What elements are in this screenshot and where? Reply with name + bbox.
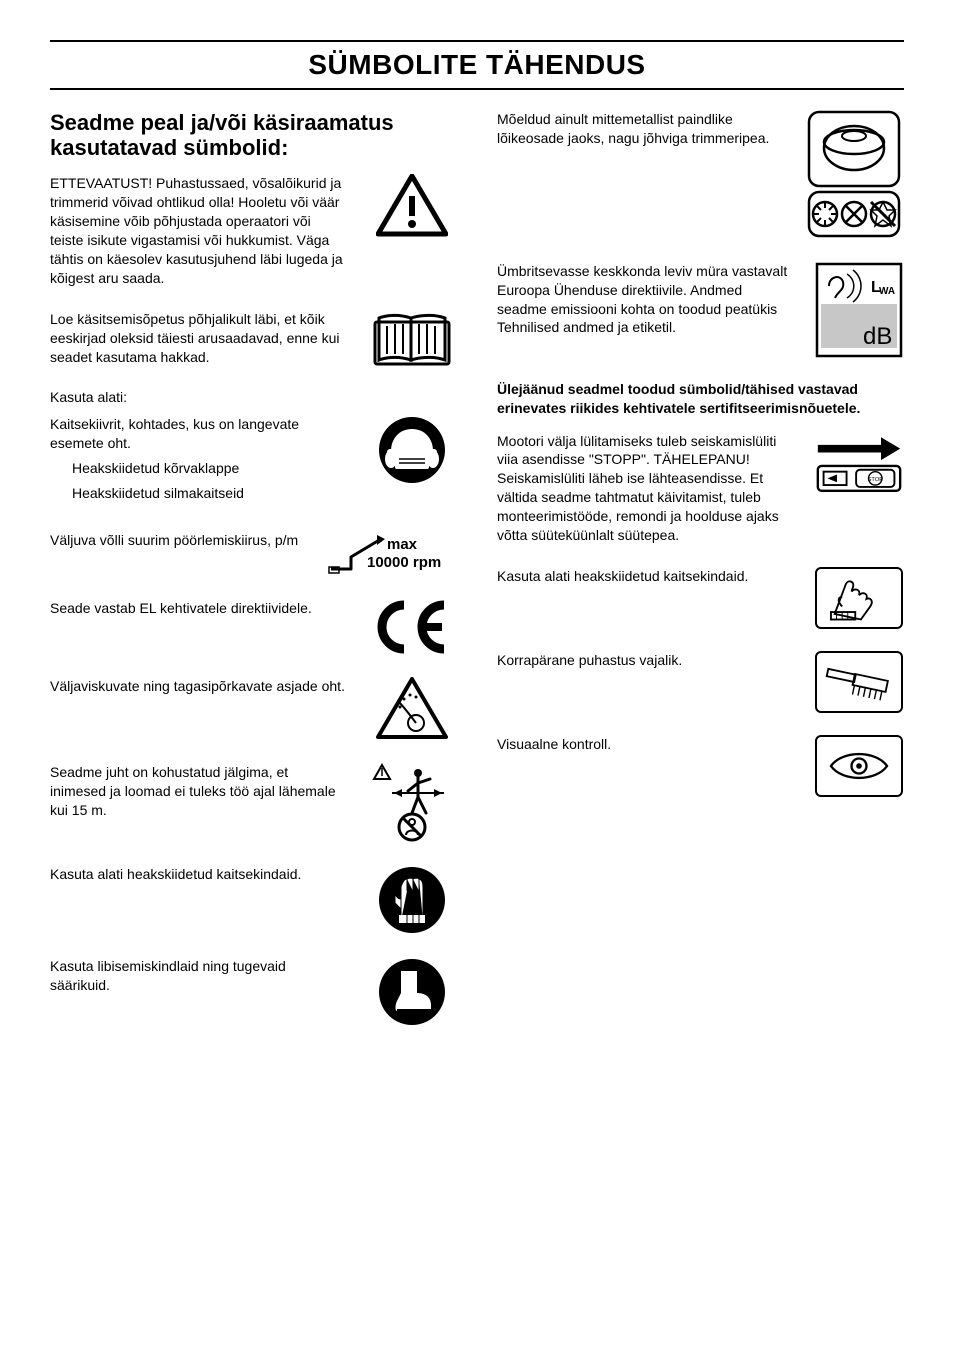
- item-ce: Seade vastab EL kehtivatele direktiivide…: [50, 599, 457, 655]
- always-use-header: Kasuta alati:: [50, 388, 457, 407]
- item-thrown-objects: Väljaviskuvate ning tagasipõrkavate asja…: [50, 677, 457, 741]
- right-column: Mõeldud ainult mittemetallist paindlike …: [497, 110, 904, 1049]
- item-stop-switch: Mootori välja lülitamiseks tuleb seiskam…: [497, 432, 904, 545]
- helmet-text: Kaitsekiivrit, kohtades, kus on langevat…: [50, 415, 347, 453]
- open-book-icon: [367, 310, 457, 366]
- brush-icon: [814, 651, 904, 713]
- left-column: Seadme peal ja/või käsiraamatus kasutata…: [50, 110, 457, 1049]
- gloves-right-text: Kasuta alati heakskiidetud kaitsekindaid…: [497, 567, 794, 586]
- distance-text: Seadme juht on kohustatud jälgima, et in…: [50, 763, 347, 820]
- item-cleaning: Korrapärane puhastus vajalik.: [497, 651, 904, 713]
- page-title: SÜMBOLITE TÄHENDUS: [50, 46, 904, 84]
- boots-text: Kasuta libisemiskindlaid ning tugevaid s…: [50, 957, 347, 995]
- item-helmet: Kaitsekiivrit, kohtades, kus on langevat…: [50, 415, 457, 509]
- ce-mark-icon: [367, 599, 457, 655]
- eye-protection-text: Heakskiidetud silmakaitseid: [50, 484, 347, 503]
- noise-db-icon: L WA dB: [814, 262, 904, 358]
- trimmer-head-icon: [804, 110, 904, 240]
- item-warning: ETTEVAATUST! Puhastussaed, võsalõikurid …: [50, 174, 457, 287]
- bottom-rule: [50, 88, 904, 90]
- gloves-icon: [367, 865, 457, 935]
- rpm-icon: max 10000 rpm: [327, 531, 457, 577]
- rpm-max-label: max: [387, 536, 418, 553]
- item-rpm: Väljuva võlli suurim pöörlemiskiirus, p/…: [50, 531, 457, 577]
- rpm-value-label: 10000 rpm: [367, 554, 441, 571]
- gloves-text: Kasuta alati heakskiidetud kaitsekindaid…: [50, 865, 347, 884]
- subheading: Seadme peal ja/või käsiraamatus kasutata…: [50, 110, 457, 161]
- warning-text: ETTEVAATUST! Puhastussaed, võsalõikurid …: [50, 174, 347, 287]
- cleaning-text: Korrapärane puhastus vajalik.: [497, 651, 794, 670]
- rpm-text: Väljuva võlli suurim pöörlemiskiirus, p/…: [50, 531, 307, 550]
- item-gloves: Kasuta alati heakskiidetud kaitsekindaid…: [50, 865, 457, 935]
- boots-icon: [367, 957, 457, 1027]
- eye-icon: [814, 735, 904, 797]
- warning-triangle-icon: [367, 174, 457, 238]
- item-boots: Kasuta libisemiskindlaid ning tugevaid s…: [50, 957, 457, 1027]
- ear-protection-text: Heakskiidetud kõrvaklappe: [50, 459, 347, 478]
- visual-check-text: Visuaalne kontroll.: [497, 735, 794, 754]
- read-manual-text: Loe käsitsemisõpetus põhjalikult läbi, e…: [50, 310, 347, 367]
- noise-text: Ümbritsevasse keskkonda leviv müra vasta…: [497, 262, 794, 338]
- item-noise: Ümbritsevasse keskkonda leviv müra vasta…: [497, 262, 904, 358]
- svg-text:WA: WA: [879, 286, 895, 297]
- svg-text:STOP: STOP: [868, 477, 884, 483]
- item-gloves-right: Kasuta alati heakskiidetud kaitsekindaid…: [497, 567, 904, 629]
- thrown-objects-text: Väljaviskuvate ning tagasipõrkavate asja…: [50, 677, 347, 696]
- trimmer-head-text: Mõeldud ainult mittemetallist paindlike …: [497, 110, 784, 148]
- ce-text: Seade vastab EL kehtivatele direktiivide…: [50, 599, 347, 618]
- content-columns: Seadme peal ja/või käsiraamatus kasutata…: [50, 110, 904, 1049]
- cert-note: Ülejäänud seadmel toodud sümbolid/tähise…: [497, 380, 904, 418]
- svg-text:dB: dB: [863, 323, 892, 350]
- helmet-icon: [367, 415, 457, 485]
- gloves-outline-icon: [814, 567, 904, 629]
- distance-15m-icon: [367, 763, 457, 843]
- stop-switch-text: Mootori välja lülitamiseks tuleb seiskam…: [497, 432, 794, 545]
- item-distance: Seadme juht on kohustatud jälgima, et in…: [50, 763, 457, 843]
- item-trimmer-head: Mõeldud ainult mittemetallist paindlike …: [497, 110, 904, 240]
- thrown-objects-icon: [367, 677, 457, 741]
- top-rule: [50, 40, 904, 42]
- stop-switch-icon: STOP: [814, 432, 904, 496]
- item-read-manual: Loe käsitsemisõpetus põhjalikult läbi, e…: [50, 310, 457, 367]
- item-visual-check: Visuaalne kontroll.: [497, 735, 904, 797]
